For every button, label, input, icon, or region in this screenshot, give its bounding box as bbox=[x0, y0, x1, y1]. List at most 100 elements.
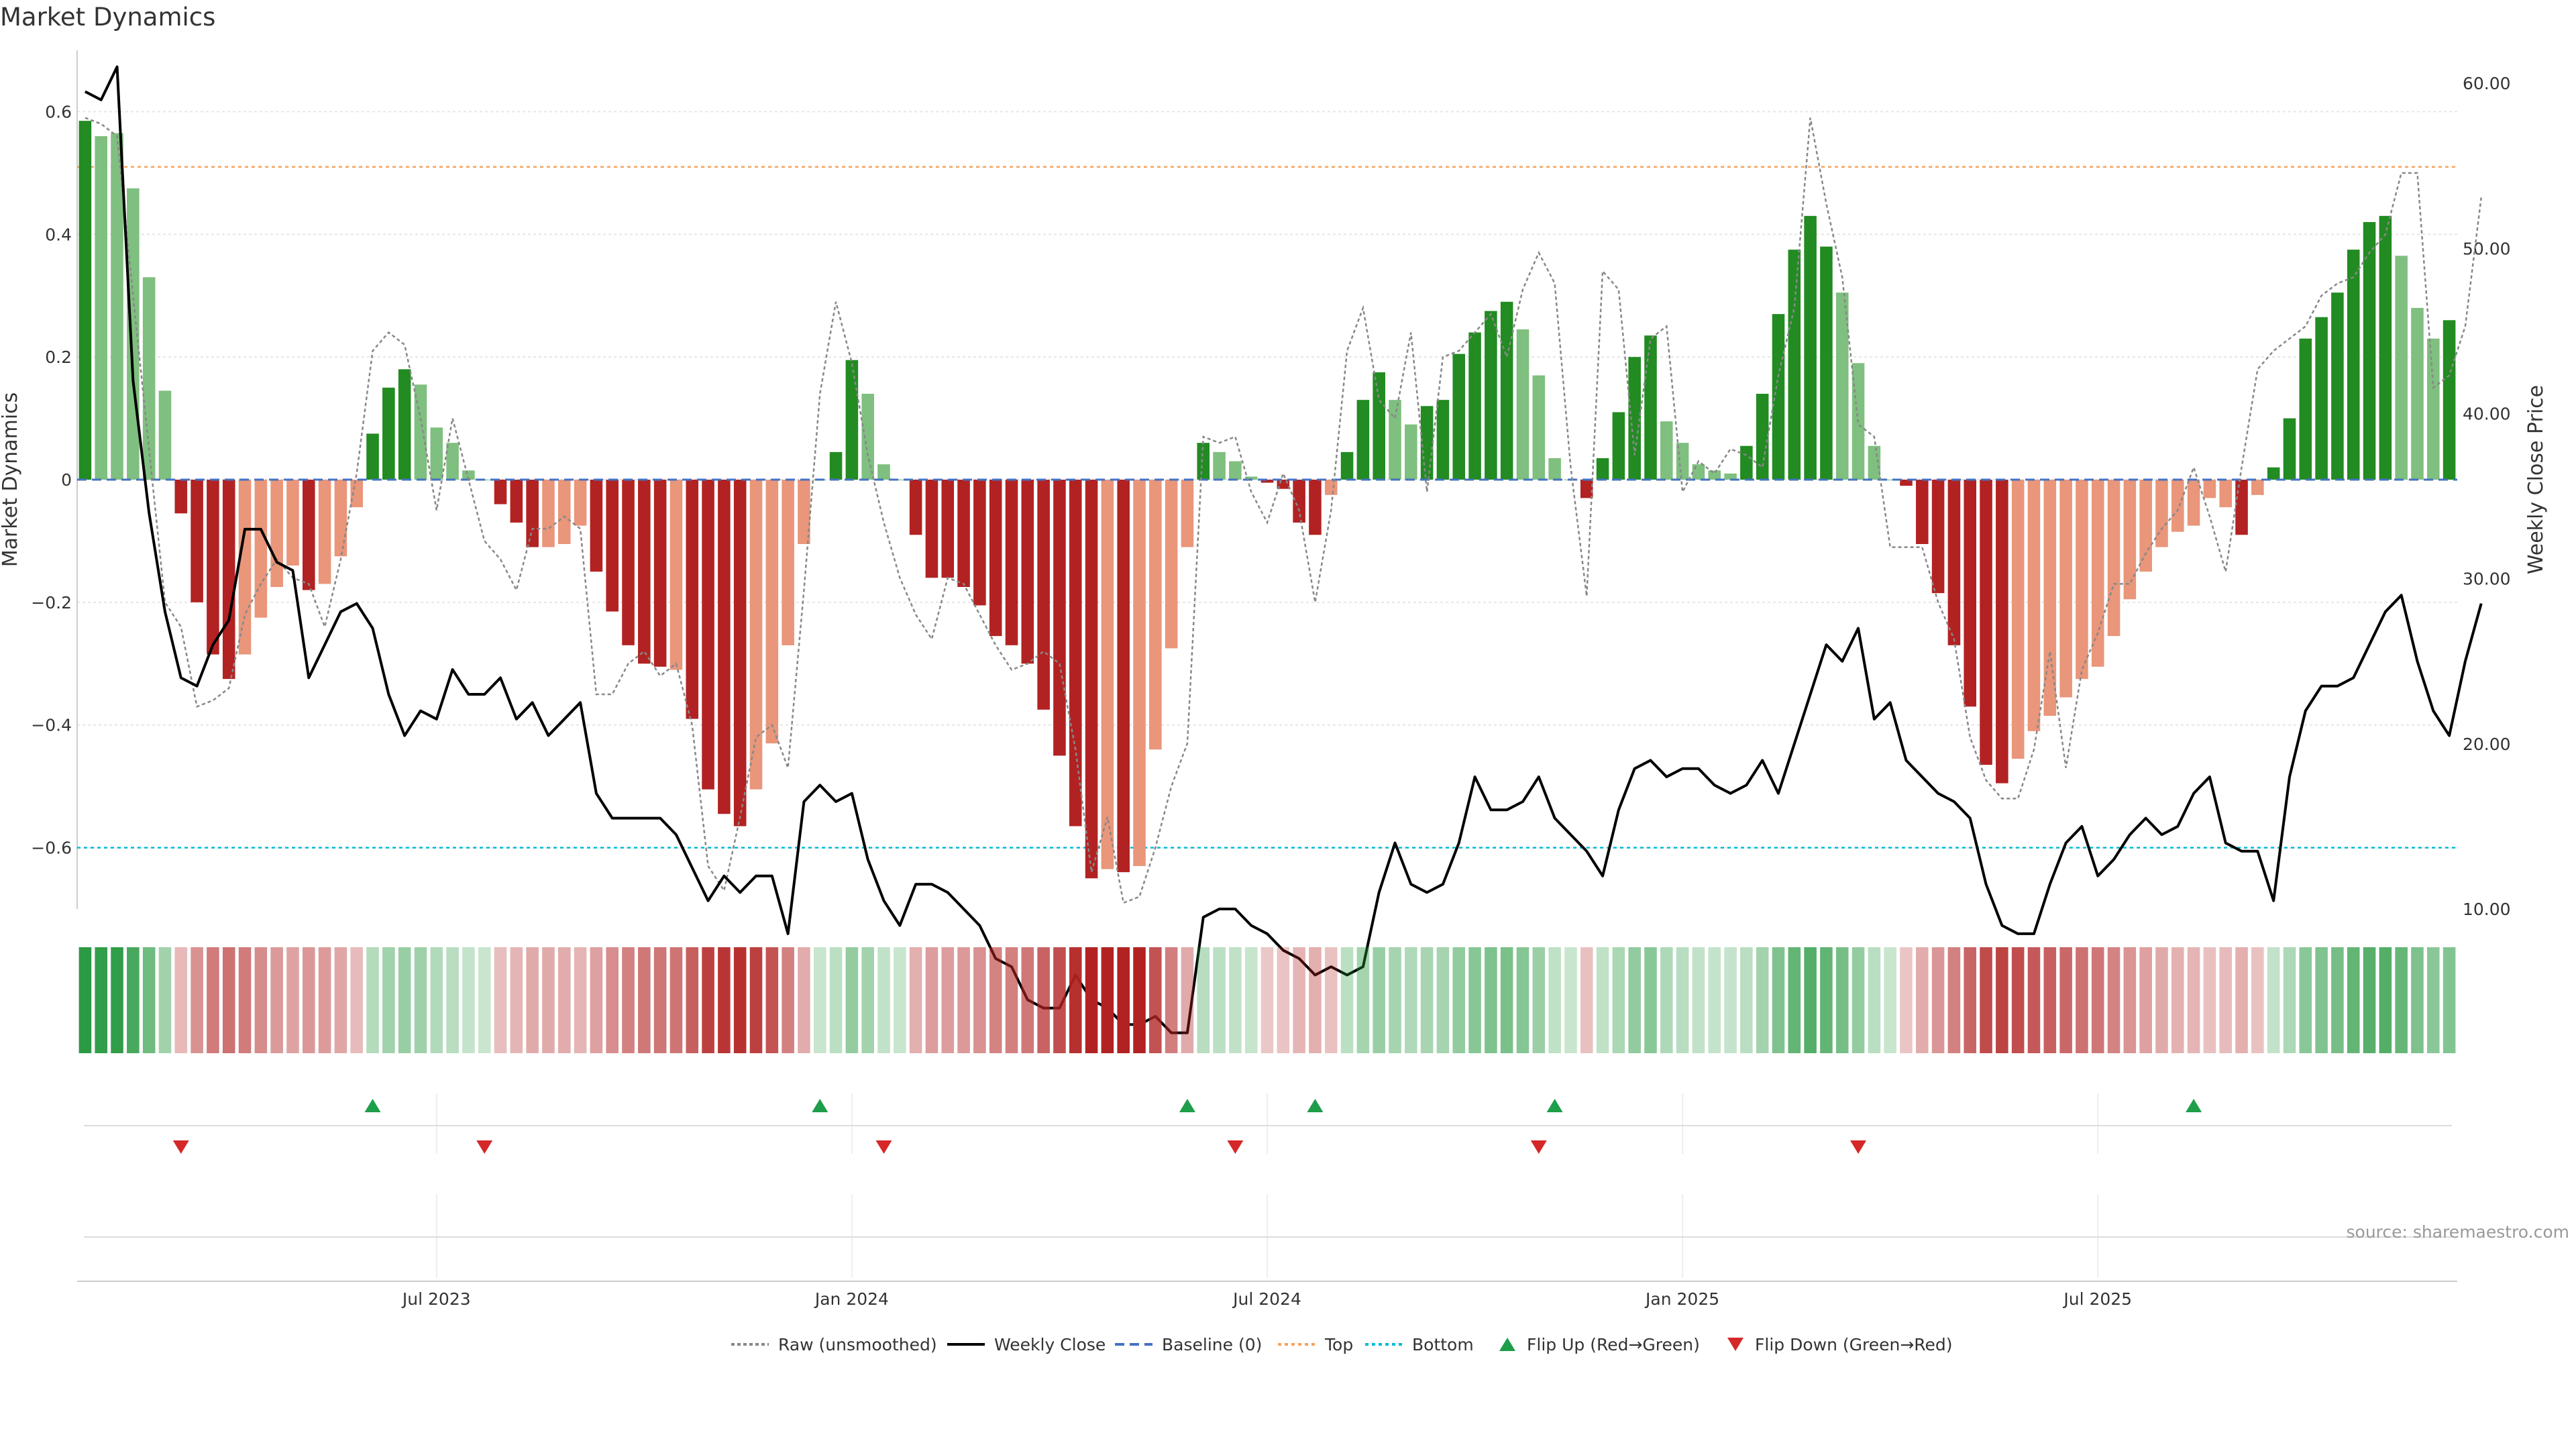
heat-strip-cell bbox=[2203, 947, 2216, 1053]
heat-strip-cell bbox=[1660, 947, 1673, 1053]
flip-down-marker bbox=[172, 1140, 189, 1154]
legend-label: Top bbox=[1324, 1335, 1353, 1354]
heat-strip-cell bbox=[334, 947, 347, 1053]
heat-strip-cell bbox=[526, 947, 539, 1053]
heat-strip-cell bbox=[95, 947, 108, 1053]
heat-strip-cell bbox=[1804, 947, 1817, 1053]
dynamics-bar bbox=[702, 480, 714, 790]
dynamics-bar bbox=[1133, 480, 1146, 866]
heat-strip-cell bbox=[1931, 947, 1945, 1053]
dynamics-bar bbox=[2107, 480, 2121, 637]
dynamics-bar bbox=[1005, 480, 1018, 645]
heat-strip-cell bbox=[2027, 947, 2041, 1053]
dynamics-bar bbox=[1101, 480, 1114, 869]
dynamics-bar bbox=[845, 360, 859, 480]
legend-label: Bottom bbox=[1412, 1335, 1474, 1354]
flip-up-marker bbox=[1307, 1099, 1324, 1112]
heat-strip-cell bbox=[1708, 947, 1721, 1053]
dynamics-bar bbox=[207, 480, 219, 655]
dynamics-bar bbox=[2011, 480, 2025, 759]
heat-strip-cell bbox=[1532, 947, 1546, 1053]
heat-strip-cell bbox=[238, 947, 252, 1053]
heat-strip-cell bbox=[1947, 947, 1961, 1053]
dynamics-bar bbox=[2027, 480, 2041, 731]
dynamics-bar bbox=[526, 480, 539, 547]
dynamics-bar bbox=[430, 427, 443, 480]
dynamics-bar bbox=[494, 480, 507, 504]
y-tick-label: 0.2 bbox=[45, 347, 72, 367]
dynamics-bar bbox=[1916, 480, 1929, 544]
heat-strip-cell bbox=[686, 947, 699, 1053]
dynamics-bar bbox=[1947, 480, 1961, 645]
dynamics-bar bbox=[95, 136, 108, 480]
heat-strip-cell bbox=[669, 947, 683, 1053]
heat-strip-cell bbox=[2171, 947, 2184, 1053]
legend-label: Flip Down (Green→Red) bbox=[1755, 1335, 1953, 1354]
heat-strip-cell bbox=[1580, 947, 1593, 1053]
heat-strip-cell bbox=[2379, 947, 2392, 1053]
dynamics-bar bbox=[174, 480, 188, 514]
dynamics-bar bbox=[2363, 222, 2376, 480]
heat-strip-cell bbox=[1500, 947, 1513, 1053]
dynamics-bar bbox=[2123, 480, 2137, 600]
heat-strip-cell bbox=[1485, 947, 1497, 1053]
dynamics-bar bbox=[1260, 480, 1274, 483]
legend-label: Flip Up (Red→Green) bbox=[1527, 1335, 1700, 1354]
dynamics-bar bbox=[1037, 480, 1050, 710]
dynamics-bar bbox=[1213, 451, 1226, 480]
heat-strip-cell bbox=[1229, 947, 1242, 1053]
heat-strip-cell bbox=[1117, 947, 1130, 1053]
heat-strip-cell bbox=[1405, 947, 1417, 1053]
x-tick-label: Jan 2025 bbox=[1644, 1289, 1719, 1309]
dynamics-bar bbox=[142, 277, 156, 480]
heat-strip-cell bbox=[286, 947, 299, 1053]
dynamics-bar bbox=[286, 480, 299, 566]
heat-strip-cell bbox=[1436, 947, 1450, 1053]
heat-strip-cell bbox=[1037, 947, 1050, 1053]
dynamics-bar bbox=[1835, 292, 1849, 480]
heat-strip-cell bbox=[1277, 947, 1290, 1053]
dynamics-bar bbox=[2283, 418, 2296, 480]
dynamics-bar bbox=[1532, 375, 1546, 480]
dynamics-bar bbox=[462, 470, 475, 480]
dynamics-bar bbox=[2076, 480, 2088, 680]
dynamics-bar bbox=[1980, 480, 1992, 765]
heat-strip-cell bbox=[1772, 947, 1785, 1053]
heat-strip-cell bbox=[1101, 947, 1114, 1053]
dynamics-bar bbox=[669, 480, 683, 670]
dynamics-bar bbox=[973, 480, 986, 606]
dynamics-bar bbox=[2315, 317, 2328, 480]
heat-strip-cell bbox=[1085, 947, 1098, 1053]
dynamics-bar bbox=[1436, 400, 1450, 480]
flip-up-marker bbox=[364, 1099, 381, 1112]
dynamics-bar bbox=[1516, 329, 1529, 480]
heat-strip-cell bbox=[1356, 947, 1370, 1053]
dynamics-bar bbox=[2411, 308, 2424, 480]
heat-strip-cell bbox=[478, 947, 491, 1053]
chart-title: Market Dynamics bbox=[0, 3, 216, 32]
dynamics-bar bbox=[2091, 480, 2104, 667]
raw-line bbox=[85, 117, 2482, 904]
heat-strip-cell bbox=[1788, 947, 1801, 1053]
heat-strip-cell bbox=[973, 947, 986, 1053]
dynamics-bar bbox=[2267, 467, 2280, 480]
dynamics-bar bbox=[957, 480, 970, 587]
heat-strip-cell bbox=[270, 947, 283, 1053]
heat-strip-cell bbox=[2283, 947, 2296, 1053]
dynamics-bar bbox=[191, 480, 203, 602]
heat-strip-cell bbox=[1165, 947, 1178, 1053]
dynamics-bar bbox=[765, 480, 779, 744]
dynamics-bar bbox=[1772, 314, 1785, 480]
heat-strip-cell bbox=[2443, 947, 2456, 1053]
dynamics-bar bbox=[111, 133, 123, 480]
dynamics-bar bbox=[510, 480, 523, 523]
dynamics-bar bbox=[925, 480, 938, 578]
dynamics-bar bbox=[749, 480, 763, 790]
y2-tick-label: 60.00 bbox=[2463, 74, 2511, 93]
dynamics-bar bbox=[1085, 480, 1098, 879]
heat-strip-cell bbox=[638, 947, 651, 1053]
heat-strip-cell bbox=[222, 947, 235, 1053]
dynamics-bar bbox=[2379, 215, 2392, 480]
heat-strip-cell bbox=[1820, 947, 1833, 1053]
dynamics-bar bbox=[2203, 480, 2216, 498]
